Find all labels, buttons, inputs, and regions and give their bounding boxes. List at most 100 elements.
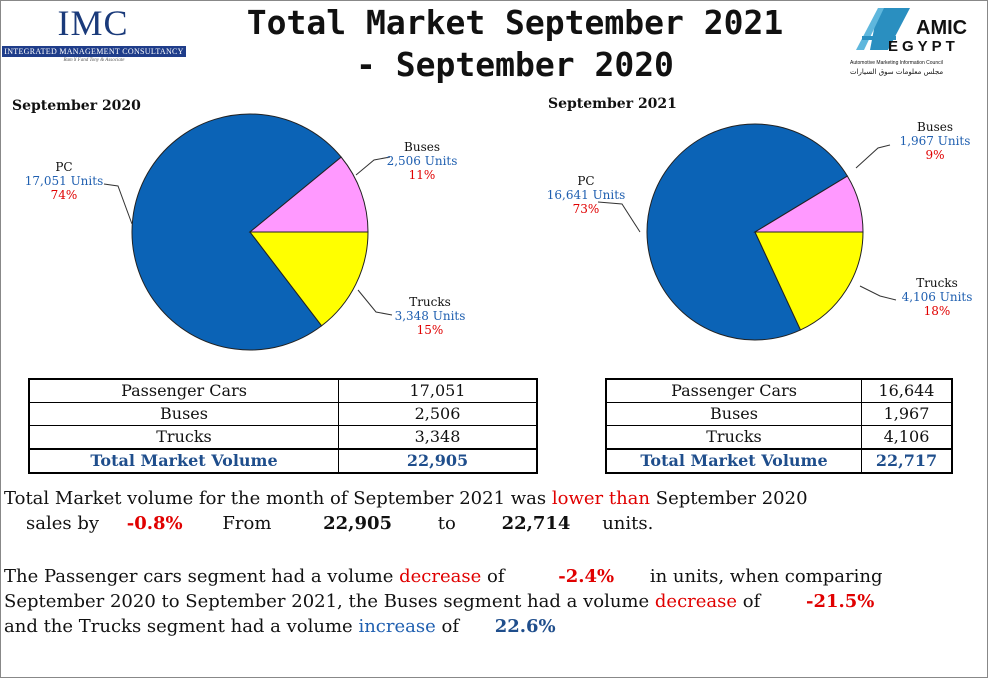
- table-row: Passenger Cars 16,644: [605, 378, 953, 403]
- summary-value-2021: 22,714: [501, 513, 571, 534]
- title-line-2: - September 2020: [356, 45, 674, 84]
- summary-change: -0.8%: [126, 513, 183, 534]
- amic-logo-arabic: مجلس معلومات سوق السيارات: [850, 68, 943, 76]
- label-buses-2021: Buses 1,967 Units 9%: [892, 120, 978, 162]
- summary-to: to: [437, 513, 456, 534]
- summary-text: September 2020: [655, 488, 808, 509]
- imc-consultancy-banner: INTEGRATED MANAGEMENT CONSULTANCY: [2, 46, 186, 57]
- segment-buses-trend: decrease: [654, 591, 738, 612]
- segment-text: in units, when comparing: [649, 566, 883, 587]
- segment-text: and the Trucks segment had a volume: [4, 616, 353, 637]
- table-2020: Passenger Cars 17,051 Buses 2,506 Trucks…: [28, 378, 538, 474]
- table-cell: Passenger Cars: [28, 378, 339, 403]
- amic-logo-subtitle: Automotive Marketing Information Council: [850, 60, 943, 66]
- summary-line-1: Total Market volume for the month of Sep…: [4, 487, 808, 511]
- label-buses-2020-units: 2,506 Units: [386, 154, 458, 168]
- summary-value-2020: 22,905: [323, 513, 393, 534]
- table-cell: Trucks: [605, 425, 862, 450]
- label-trucks-2020-name: Trucks: [409, 295, 451, 309]
- table-total-label: Total Market Volume: [605, 448, 862, 474]
- pie-slice-pc: [646, 123, 849, 341]
- label-trucks-2021-units: 4,106 Units: [901, 290, 973, 304]
- table-total-label: Total Market Volume: [28, 448, 339, 474]
- table-cell: 2,506: [338, 402, 538, 426]
- label-trucks-2021-pct: 18%: [923, 304, 951, 318]
- segment-text: The Passenger cars segment had a volume: [4, 566, 394, 587]
- table-total-row: Total Market Volume 22,717: [605, 448, 953, 474]
- label-trucks-2021: Trucks 4,106 Units 18%: [894, 276, 980, 318]
- table-cell: Buses: [605, 402, 862, 426]
- chart-2021-title: September 2021: [548, 96, 677, 112]
- segment-pc-pct: -2.4%: [558, 566, 615, 587]
- pie-chart-2021: [646, 123, 864, 341]
- segment-text: of: [742, 591, 761, 612]
- label-trucks-2020: Trucks 3,348 Units 15%: [390, 295, 470, 337]
- segment-pc-trend: decrease: [399, 566, 482, 587]
- segment-trucks-pct: 22.6%: [494, 616, 556, 637]
- imc-tagline: Ram ¥ Fand Tony & Associate: [63, 58, 125, 63]
- leader-lines: [103, 144, 897, 316]
- table-cell: 1,967: [861, 402, 953, 426]
- table-total-value: 22,717: [861, 448, 953, 474]
- table-2021: Passenger Cars 16,644 Buses 1,967 Trucks…: [605, 378, 953, 474]
- page-title: Total Market September 2021 - September …: [200, 2, 830, 86]
- label-pc-2020-units: 17,051 Units: [24, 174, 104, 188]
- pie-slice-buses: [248, 156, 369, 233]
- label-pc-2021-units: 16,641 Units: [546, 188, 626, 202]
- table-cell: 17,051: [338, 378, 538, 403]
- amic-logo-top-text: AMIC: [916, 17, 967, 39]
- label-buses-2021-name: Buses: [917, 120, 953, 134]
- summary-line-2: sales by -0.8% From 22,905 to 22,714 uni…: [26, 512, 653, 536]
- pie-slice-trucks: [248, 231, 369, 327]
- label-pc-2020: PC 17,051 Units 74%: [18, 160, 110, 202]
- leader-pc-2021: [597, 201, 641, 233]
- summary-lower-than: lower than: [551, 488, 651, 509]
- pie-charts: [103, 113, 897, 351]
- label-pc-2021: PC 16,641 Units 73%: [540, 174, 632, 216]
- segment-text: of: [441, 616, 459, 637]
- summary-text: Total Market volume for the month of Sep…: [4, 488, 547, 509]
- amic-logo-a-bar: [862, 36, 896, 40]
- summary-from: From: [222, 513, 272, 534]
- table-cell: 4,106: [861, 425, 953, 450]
- title-line-1: Total Market September 2021: [246, 3, 784, 42]
- segment-trucks-trend: increase: [358, 616, 436, 637]
- table-row: Passenger Cars 17,051: [28, 378, 538, 403]
- table-cell: Trucks: [28, 425, 339, 450]
- label-buses-2020-pct: 11%: [408, 168, 436, 182]
- table-cell: Buses: [28, 402, 339, 426]
- pie-slice-pc: [131, 113, 342, 351]
- imc-logo-text: IMC: [57, 3, 129, 43]
- table-row: Trucks 4,106: [605, 425, 953, 450]
- segment-text: of: [487, 566, 505, 587]
- pie-chart-2020: [131, 113, 369, 351]
- segment-text: September 2020 to September 2021, the Bu…: [4, 591, 650, 612]
- table-row: Buses 2,506: [28, 402, 538, 426]
- amic-egypt-logo: AMIC EGYPT Automotive Marketing Informat…: [850, 8, 967, 76]
- label-buses-2021-units: 1,967 Units: [899, 134, 971, 148]
- table-row: Trucks 3,348: [28, 425, 538, 450]
- summary-text: sales by: [26, 513, 100, 534]
- segment-line-3: and the Trucks segment had a volume incr…: [4, 615, 556, 639]
- label-trucks-2020-units: 3,348 Units: [394, 309, 466, 323]
- segment-line-1: The Passenger cars segment had a volume …: [4, 565, 882, 589]
- label-pc-2020-pct: 74%: [50, 188, 78, 202]
- table-cell: 3,348: [338, 425, 538, 450]
- table-total-row: Total Market Volume 22,905: [28, 448, 538, 474]
- amic-logo-bottom-text: EGYPT: [888, 38, 959, 55]
- segment-line-2: September 2020 to September 2021, the Bu…: [4, 590, 874, 614]
- label-buses-2020-name: Buses: [404, 140, 440, 154]
- label-trucks-2021-name: Trucks: [916, 276, 958, 290]
- table-row: Buses 1,967: [605, 402, 953, 426]
- leader-buses-2020: [355, 156, 391, 176]
- table-cell: Passenger Cars: [605, 378, 862, 403]
- leader-trucks-2021: [859, 285, 897, 301]
- leader-buses-2021: [855, 144, 891, 169]
- label-pc-2021-pct: 73%: [572, 202, 600, 216]
- segment-buses-pct: -21.5%: [806, 591, 875, 612]
- label-pc-2020-name: PC: [55, 160, 73, 174]
- pie-slice-trucks: [754, 231, 864, 331]
- table-cell: 16,644: [861, 378, 953, 403]
- leader-pc-2020: [103, 183, 133, 225]
- leader-trucks-2020: [357, 289, 393, 316]
